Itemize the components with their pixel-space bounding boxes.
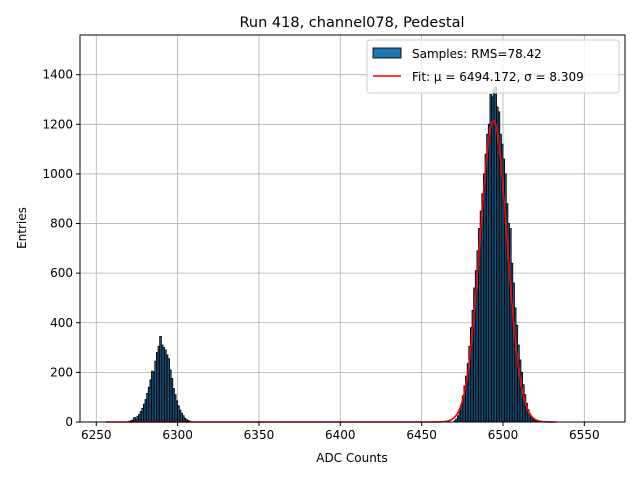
legend-samples-label: Samples: RMS=78.42	[412, 47, 542, 61]
x-axis-ticks: 6250 6300 6350 6400 6450 6500 6550	[81, 422, 600, 442]
legend: Samples: RMS=78.42 Fit: μ = 6494.172, σ …	[366, 39, 620, 94]
x-tick-label: 6450	[406, 428, 437, 442]
y-tick-label: 800	[50, 217, 73, 231]
y-tick-label: 1000	[42, 167, 73, 181]
y-tick-label: 1200	[42, 117, 73, 131]
y-tick-label: 1400	[42, 68, 73, 82]
legend-samples-swatch	[372, 47, 402, 59]
legend-box	[366, 39, 620, 94]
x-tick-label: 6550	[569, 428, 600, 442]
x-tick-label: 6300	[162, 428, 193, 442]
y-tick-label: 400	[50, 316, 73, 330]
y-tick-label: 0	[65, 415, 73, 429]
y-axis-ticks: 0 200 400 600 800 1000 1200 1400	[42, 68, 80, 429]
plot-frame	[79, 34, 626, 423]
x-tick-label: 6350	[244, 428, 275, 442]
y-tick-label: 200	[50, 365, 73, 379]
x-tick-label: 6400	[325, 428, 356, 442]
legend-fit-label: Fit: μ = 6494.172, σ = 8.309	[412, 70, 584, 84]
chart-title: Run 418, channel078, Pedestal	[239, 15, 464, 31]
y-axis-label: Entries	[15, 207, 29, 249]
x-tick-label: 6250	[81, 428, 112, 442]
x-axis-label: ADC Counts	[316, 451, 388, 465]
x-tick-label: 6500	[488, 428, 519, 442]
y-tick-label: 600	[50, 266, 73, 280]
